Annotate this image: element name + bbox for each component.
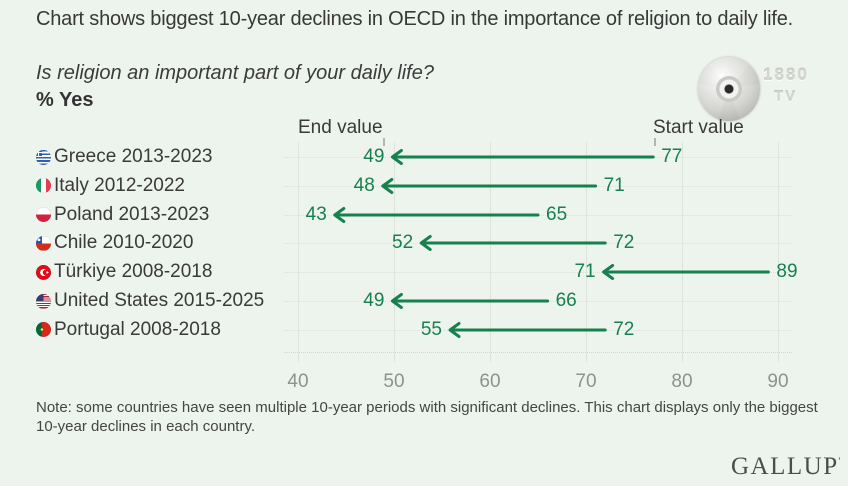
turkiye-flag-icon [36,264,51,280]
x-axis-tick-label: 80 [671,371,693,392]
watermark-text-line1: 1880 [763,65,809,84]
start-value: 77 [661,146,683,167]
decline-arrow [390,149,655,165]
row-label-poland: Poland 2013-2023 [36,204,209,226]
start-value: 72 [613,232,635,254]
row-label-usa: United States 2015-2025 [36,290,264,312]
italy-flag-icon [36,178,51,194]
start-value: 72 [613,318,635,340]
start-value: 89 [776,261,798,283]
decline-arrow [390,293,550,309]
note-text: Note: some countries have seen multiple … [36,399,818,435]
row-guide-line [284,272,792,273]
row-label-chile: Chile 2010-2020 [36,232,193,254]
gridline-80 [682,142,683,362]
start-value: 71 [603,174,625,196]
watermark-text-line2: TV [774,88,798,105]
start-value-leader-tick [654,138,657,146]
measure-label: % Yes [36,89,94,111]
decline-arrow [381,177,598,194]
usa-flag-icon [36,293,51,309]
end-value: 52 [392,232,414,254]
decline-arrow [602,264,770,281]
x-axis-tick-label: 50 [383,371,405,392]
start-value: 66 [555,290,577,311]
x-axis-tick-label: 40 [287,371,309,392]
end-value: 49 [363,146,385,167]
gridline-70 [586,142,587,362]
gridline-60 [490,142,491,362]
country-period-label: Italy 2012-2022 [54,174,185,196]
axis-baseline [284,352,792,353]
x-axis-tick-label: 90 [767,371,789,392]
country-period-label: Chile 2010-2020 [54,232,194,254]
row-label-portugal: Portugal 2008-2018 [36,319,221,341]
country-period-label: Greece 2013-2023 [54,146,213,167]
end-value-header: End value [298,117,383,138]
start-value: 65 [546,203,568,225]
survey-question: Is religion an important part of your da… [36,62,434,84]
decline-arrow [448,321,607,338]
start-value-header: Start value [653,117,744,138]
greece-flag-icon [36,149,51,165]
chile-flag-icon [36,235,51,251]
country-period-label: Poland 2013-2023 [54,203,210,225]
row-label-greece: Greece 2013-2023 [36,146,212,168]
row-label-italy: Italy 2012-2022 [36,175,185,197]
x-axis-tick-label: 60 [479,371,501,392]
portugal-flag-icon [36,322,51,338]
end-value: 49 [363,290,385,311]
decline-arrow [333,206,540,223]
chart-title: Chart shows biggest 10-year declines in … [36,8,794,30]
gallup-logo: GALLUP' [731,453,841,480]
end-value: 71 [574,261,596,283]
country-period-label: Türkiye 2008-2018 [54,261,213,283]
end-value-leader-tick [382,138,385,146]
country-period-label: United States 2015-2025 [54,290,265,311]
watermark-logo-eye-icon [716,76,742,102]
end-value: 55 [420,318,442,340]
x-axis-tick-label: 70 [575,371,597,392]
poland-flag-icon [36,207,51,223]
gridline-90 [778,142,779,362]
gridline-50 [394,142,395,362]
gridline-40 [298,142,299,362]
end-value: 48 [353,174,375,196]
end-value: 43 [305,203,327,225]
country-period-label: Portugal 2008-2018 [54,318,221,340]
row-label-turkiye: Türkiye 2008-2018 [36,261,212,283]
decline-arrow [419,235,607,252]
